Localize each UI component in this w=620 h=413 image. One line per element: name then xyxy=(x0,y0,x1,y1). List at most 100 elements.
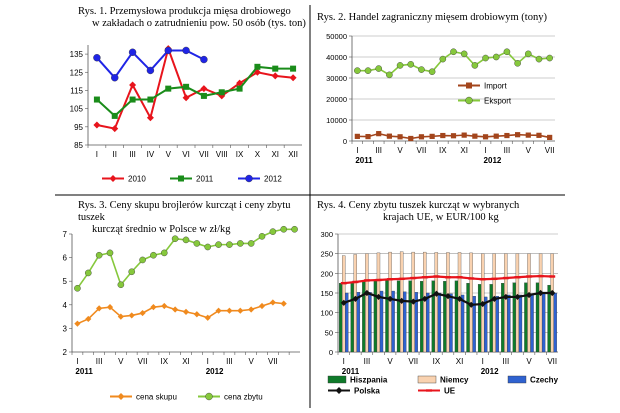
c4-x-tick-label: V xyxy=(526,357,532,366)
c2-point-eksport xyxy=(482,54,489,62)
chart1-title: Rys. 1. Przemysłowa produkcja mięsa drob… xyxy=(78,6,291,17)
c2-point-eksport xyxy=(439,55,447,63)
c2-point-import xyxy=(429,133,435,139)
c4-bar-hiszpania xyxy=(547,284,551,353)
c2-point-eksport xyxy=(396,62,404,69)
c3-legend-label-cena-zbytu: cena zbytu xyxy=(224,393,263,402)
c1-legend-label-2011: 2011 xyxy=(196,175,214,184)
c2-x-tick-label: VII xyxy=(417,146,427,155)
c1-point-2011 xyxy=(236,85,243,92)
c1-point-2010 xyxy=(93,121,101,129)
c1-point-2012 xyxy=(164,46,172,55)
c2-point-import xyxy=(482,134,489,140)
c3-point-cena-zbytu xyxy=(117,281,125,289)
c2-y-tick-label: 40000 xyxy=(326,53,347,62)
c4-bar-niemcy xyxy=(515,253,520,353)
c1-y-tick-label: 135 xyxy=(70,50,84,59)
c3-x-tick-label: VII xyxy=(268,357,278,366)
c4-point-ue xyxy=(456,276,463,279)
c1-x-tick-label: I xyxy=(96,150,98,159)
c4-y-tick-label: 300 xyxy=(320,230,333,239)
c4-legend-marker-polska xyxy=(335,387,343,394)
c2-point-eksport xyxy=(386,71,393,79)
c1-point-2011 xyxy=(183,83,190,90)
chart3-title: Rys. 3. Ceny skupu brojlerów kurcząt i c… xyxy=(78,200,291,223)
c3-point-cena-skupu xyxy=(182,308,190,315)
c1-point-2011 xyxy=(111,112,118,119)
c4-point-polska xyxy=(537,289,544,297)
c3-point-cena-skupu xyxy=(269,299,276,306)
c4-bar-czechy xyxy=(495,295,499,353)
c2-year-label: 2012 xyxy=(484,156,502,165)
c1-y-tick-label: 105 xyxy=(70,105,84,114)
c4-bar-hiszpania xyxy=(466,283,470,353)
c2-legend-marker-import xyxy=(466,82,472,89)
c4-bar-niemcy xyxy=(538,253,543,353)
c1-point-2011 xyxy=(165,85,172,92)
c4-point-polska xyxy=(433,290,440,297)
c2-x-tick-label: VII xyxy=(545,146,555,155)
c4-point-ue xyxy=(410,276,417,280)
c4-bar-hiszpania xyxy=(385,280,389,353)
c4-point-polska xyxy=(421,295,428,302)
c4-bar-czechy xyxy=(553,292,557,353)
c1-x-tick-label: II xyxy=(113,150,117,159)
c4-x-tick-label: III xyxy=(364,357,371,366)
c4-point-polska xyxy=(525,291,533,299)
c2-point-eksport xyxy=(503,48,511,56)
c2-point-import xyxy=(547,134,553,141)
c1-x-tick-label: XI xyxy=(271,150,279,159)
c2-point-eksport xyxy=(524,50,532,58)
c4-point-polska xyxy=(444,293,452,300)
c3-point-cena-skupu xyxy=(161,302,168,310)
c2-point-eksport xyxy=(514,60,521,67)
c3-legend-marker-cena-skupu xyxy=(117,393,125,400)
c3-point-cena-zbytu xyxy=(204,243,212,251)
c4-point-ue xyxy=(352,280,359,284)
c2-y-tick-label: 20000 xyxy=(326,95,347,104)
c1-point-2012 xyxy=(128,48,137,56)
c4-point-polska xyxy=(514,293,521,301)
c4-bar-czechy xyxy=(530,294,534,353)
c3-x-tick-label: V xyxy=(248,357,254,366)
c4-point-polska xyxy=(352,295,359,302)
c2-point-eksport xyxy=(354,67,361,74)
c2-year-label: 2011 xyxy=(355,156,373,165)
c1-y-tick-label: 95 xyxy=(74,123,83,132)
c2-point-eksport xyxy=(546,54,553,62)
c2-point-import xyxy=(461,132,467,138)
c4-bar-hiszpania xyxy=(512,282,517,353)
c4-point-ue xyxy=(468,277,475,280)
c4-bar-hiszpania xyxy=(420,281,424,353)
c4-bar-hiszpania xyxy=(408,280,412,353)
c1-x-tick-label: X xyxy=(255,150,261,159)
c4-y-tick-label: 150 xyxy=(320,289,333,298)
c4-point-ue xyxy=(421,276,428,279)
c4-legend-label-niemcy: Niemcy xyxy=(440,376,469,385)
c4-point-polska xyxy=(363,289,371,297)
c3-year-label: 2011 xyxy=(75,367,93,376)
c1-point-2010 xyxy=(289,74,297,82)
c1-point-2012 xyxy=(146,66,155,75)
chart4-subtitle: krajach UE, w EUR/100 kg xyxy=(383,212,499,223)
c4-bar-hiszpania xyxy=(477,284,482,353)
c2-x-tick-label: I xyxy=(356,146,358,155)
c2-point-eksport xyxy=(450,48,457,56)
c1-point-2010 xyxy=(271,72,279,80)
c2-point-import xyxy=(450,133,457,139)
c3-point-cena-zbytu xyxy=(215,241,222,248)
c1-point-2012 xyxy=(111,74,119,82)
c4-bar-hiszpania xyxy=(489,284,493,353)
c4-point-ue xyxy=(375,278,382,282)
c2-x-tick-label: III xyxy=(375,146,382,155)
c1-x-tick-label: VI xyxy=(182,150,190,159)
c4-x-tick-label: I xyxy=(343,357,345,366)
c2-x-tick-label: IX xyxy=(439,146,447,155)
c4-point-polska xyxy=(398,297,405,304)
c3-point-cena-zbytu xyxy=(269,228,277,235)
chart2-title-block: Rys. 2. Handel zagraniczny mięsem drobio… xyxy=(317,12,607,24)
c4-point-polska xyxy=(340,299,347,306)
c3-point-cena-skupu xyxy=(96,305,103,312)
c4-point-ue xyxy=(549,275,556,278)
c4-point-ue xyxy=(387,278,394,281)
